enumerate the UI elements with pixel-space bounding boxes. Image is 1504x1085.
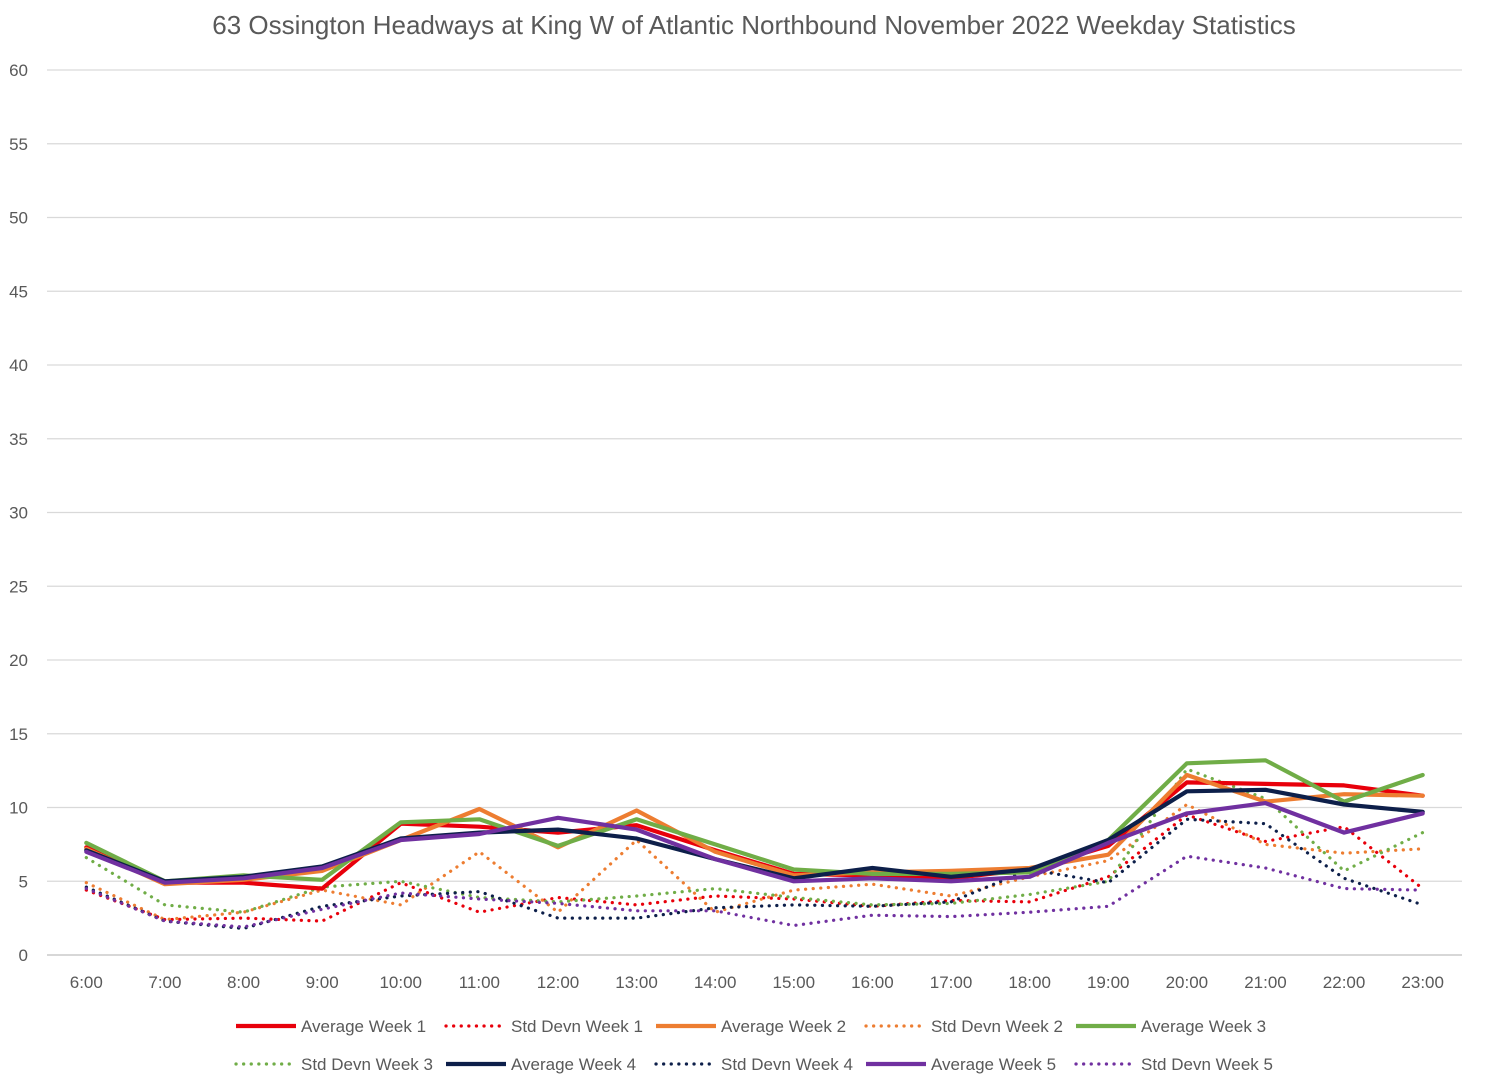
x-tick-label: 7:00 bbox=[148, 973, 181, 992]
y-axis-ticks: 0 5 10 15 20 25 30 35 40 45 50 55 60 bbox=[9, 61, 28, 965]
x-tick-label: 22:00 bbox=[1323, 973, 1366, 992]
series-line-std-devn-week-4 bbox=[84, 817, 1425, 931]
series-lines bbox=[84, 758, 1425, 931]
gridlines bbox=[47, 69, 1462, 956]
legend: Average Week 1 Std Devn Week 1 Average Wee… bbox=[234, 1017, 1273, 1074]
y-tick-label: 30 bbox=[9, 504, 28, 523]
y-tick-label: 55 bbox=[9, 135, 28, 154]
x-tick-label: 10:00 bbox=[379, 973, 422, 992]
series-line-average-week-4 bbox=[84, 787, 1425, 884]
legend-label: Average Week 4 bbox=[511, 1055, 636, 1074]
x-axis-ticks: 6:00 7:00 8:00 9:00 10:00 11:00 12:00 13:00 14:0… bbox=[70, 973, 1444, 992]
y-tick-label: 0 bbox=[19, 946, 28, 965]
chart-title: 63 Ossington Headways at King W of Atlan… bbox=[212, 10, 1295, 40]
y-tick-label: 25 bbox=[9, 577, 28, 596]
y-tick-label: 10 bbox=[9, 799, 28, 818]
x-tick-label: 12:00 bbox=[537, 973, 580, 992]
legend-label: Average Week 2 bbox=[721, 1017, 846, 1036]
y-tick-label: 45 bbox=[9, 282, 28, 301]
y-tick-label: 15 bbox=[9, 725, 28, 744]
legend-label: Average Week 1 bbox=[301, 1017, 426, 1036]
legend-label: Average Week 3 bbox=[1141, 1017, 1266, 1036]
series-line-average-week-2 bbox=[84, 772, 1425, 887]
x-tick-label: 17:00 bbox=[930, 973, 973, 992]
x-tick-label: 18:00 bbox=[1008, 973, 1051, 992]
x-tick-label: 23:00 bbox=[1401, 973, 1444, 992]
y-tick-label: 35 bbox=[9, 430, 28, 449]
y-tick-label: 60 bbox=[9, 61, 28, 80]
x-tick-label: 9:00 bbox=[306, 973, 339, 992]
x-tick-label: 13:00 bbox=[615, 973, 658, 992]
x-tick-label: 20:00 bbox=[1166, 973, 1209, 992]
series-line-std-devn-week-1 bbox=[84, 813, 1425, 923]
x-tick-label: 16:00 bbox=[851, 973, 894, 992]
legend-label: Std Devn Week 1 bbox=[511, 1017, 643, 1036]
legend-label: Std Devn Week 4 bbox=[721, 1055, 853, 1074]
series-line-average-week-5 bbox=[84, 800, 1425, 885]
legend-label: Average Week 5 bbox=[931, 1055, 1056, 1074]
series-line-average-week-3 bbox=[84, 758, 1425, 884]
legend-label: Std Devn Week 2 bbox=[931, 1017, 1063, 1036]
x-tick-label: 21:00 bbox=[1244, 973, 1287, 992]
y-tick-label: 40 bbox=[9, 356, 28, 375]
x-tick-label: 19:00 bbox=[1087, 973, 1130, 992]
legend-label: Std Devn Week 3 bbox=[301, 1055, 433, 1074]
x-tick-label: 15:00 bbox=[773, 973, 816, 992]
legend-label: Std Devn Week 5 bbox=[1141, 1055, 1273, 1074]
x-tick-label: 14:00 bbox=[694, 973, 737, 992]
y-tick-label: 20 bbox=[9, 651, 28, 670]
x-tick-label: 11:00 bbox=[459, 973, 500, 992]
y-tick-label: 50 bbox=[9, 209, 28, 228]
x-tick-label: 6:00 bbox=[70, 973, 103, 992]
y-tick-label: 5 bbox=[19, 872, 28, 891]
x-tick-label: 8:00 bbox=[227, 973, 260, 992]
